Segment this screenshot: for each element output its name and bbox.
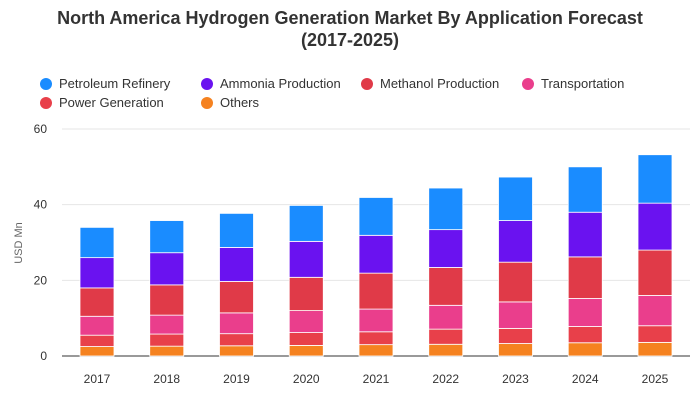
bar-2022-ammonia-production[interactable] bbox=[428, 229, 464, 268]
bar-2024-methanol-production[interactable] bbox=[567, 256, 603, 299]
bar-2024-power-generation[interactable] bbox=[567, 326, 603, 344]
chart-title-line-1: North America Hydrogen Generation Market… bbox=[57, 8, 643, 28]
bar-2020-power-generation[interactable] bbox=[288, 332, 324, 346]
legend-item-ammonia-production[interactable]: Ammonia Production bbox=[201, 76, 341, 91]
bar-2017-methanol-production[interactable] bbox=[79, 287, 115, 317]
bar-2021-others[interactable] bbox=[358, 344, 394, 357]
legend-item-others[interactable]: Others bbox=[201, 95, 259, 110]
y-tick-label-40: 40 bbox=[34, 198, 48, 212]
bar-2018-ammonia-production[interactable] bbox=[149, 252, 185, 286]
legend-swatch-others bbox=[201, 96, 213, 109]
bar-2021-petroleum-refinery[interactable] bbox=[358, 197, 394, 236]
bar-2022-methanol-production[interactable] bbox=[428, 267, 464, 306]
bar-2025-methanol-production[interactable] bbox=[637, 249, 673, 296]
bar-2019-others[interactable] bbox=[219, 345, 254, 357]
x-tick-label-2019: 2019 bbox=[223, 372, 250, 386]
bar-2019-ammonia-production[interactable] bbox=[219, 247, 254, 282]
bar-2022-power-generation[interactable] bbox=[428, 328, 464, 345]
bar-2020-ammonia-production[interactable] bbox=[288, 240, 324, 278]
bar-2023-petroleum-refinery[interactable] bbox=[498, 176, 533, 221]
chart-title: North America Hydrogen Generation Market… bbox=[0, 7, 700, 51]
legend-swatch-transportation bbox=[522, 77, 534, 90]
bar-2021-ammonia-production[interactable] bbox=[358, 234, 394, 274]
bar-2022-transportation[interactable] bbox=[428, 304, 464, 330]
chart-title-line-2: (2017-2025) bbox=[300, 30, 400, 50]
bar-2018-power-generation[interactable] bbox=[149, 333, 185, 347]
bar-2024-transportation[interactable] bbox=[567, 298, 603, 327]
legend: Petroleum Refinery Ammonia Production Meth… bbox=[0, 0, 700, 120]
bar-2023-ammonia-production[interactable] bbox=[498, 220, 533, 263]
bar-2019-power-generation[interactable] bbox=[219, 333, 254, 347]
bar-2017-ammonia-production[interactable] bbox=[79, 257, 115, 289]
bar-2024-petroleum-refinery[interactable] bbox=[567, 166, 603, 213]
bar-2020-transportation[interactable] bbox=[288, 310, 324, 333]
x-tick-label-2024: 2024 bbox=[572, 372, 599, 386]
bar-2018-others[interactable] bbox=[149, 345, 185, 357]
legend-label-petroleum-refinery: Petroleum Refinery bbox=[59, 76, 171, 91]
legend-label-power-generation: Power Generation bbox=[59, 95, 164, 110]
bar-2025-petroleum-refinery[interactable] bbox=[637, 154, 673, 204]
legend-item-transportation[interactable]: Transportation bbox=[522, 76, 624, 91]
y-tick-label-60: 60 bbox=[34, 122, 48, 136]
y-tick-label-0: 0 bbox=[40, 349, 47, 363]
x-tick-label-2020: 2020 bbox=[293, 372, 320, 386]
bar-2025-transportation[interactable] bbox=[637, 295, 673, 327]
legend-swatch-petroleum-refinery bbox=[40, 77, 52, 90]
legend-label-others: Others bbox=[220, 95, 260, 110]
legend-item-methanol-production[interactable]: Methanol Production bbox=[361, 76, 499, 91]
x-tick-label-2017: 2017 bbox=[84, 372, 111, 386]
legend-swatch-power-generation bbox=[40, 96, 52, 109]
bar-2019-methanol-production[interactable] bbox=[219, 281, 254, 314]
x-tick-label-2021: 2021 bbox=[363, 372, 390, 386]
bar-2017-power-generation[interactable] bbox=[79, 334, 115, 347]
bar-2018-petroleum-refinery[interactable] bbox=[149, 220, 185, 254]
x-tick-label-2022: 2022 bbox=[432, 372, 459, 386]
y-tick-label-20: 20 bbox=[34, 273, 48, 287]
bar-2025-power-generation[interactable] bbox=[637, 325, 673, 343]
bar-2021-transportation[interactable] bbox=[358, 308, 394, 333]
x-tick-label-2023: 2023 bbox=[502, 372, 529, 386]
bar-2023-others[interactable] bbox=[498, 343, 533, 357]
bar-2017-others[interactable] bbox=[79, 346, 115, 357]
legend-swatch-methanol-production bbox=[361, 77, 373, 90]
y-axis-title: USD Mn bbox=[13, 222, 25, 264]
legend-label-transportation: Transportation bbox=[541, 76, 625, 91]
bar-2025-others[interactable] bbox=[637, 341, 673, 357]
bar-2022-petroleum-refinery[interactable] bbox=[428, 187, 464, 231]
bar-2020-petroleum-refinery[interactable] bbox=[288, 205, 324, 242]
legend-label-ammonia-production: Ammonia Production bbox=[220, 76, 341, 91]
x-tick-label-2025: 2025 bbox=[642, 372, 669, 386]
bar-2021-methanol-production[interactable] bbox=[358, 272, 394, 310]
bar-2024-ammonia-production[interactable] bbox=[567, 211, 603, 258]
bar-2017-petroleum-refinery[interactable] bbox=[79, 226, 115, 259]
bar-2021-power-generation[interactable] bbox=[358, 331, 394, 346]
legend-item-power-generation[interactable]: Power Generation bbox=[40, 95, 164, 110]
bar-2019-transportation[interactable] bbox=[219, 312, 254, 335]
legend-swatch-ammonia-production bbox=[201, 77, 213, 90]
x-tick-label-2018: 2018 bbox=[153, 372, 180, 386]
bar-2020-others[interactable] bbox=[288, 345, 324, 357]
legend-item-petroleum-refinery[interactable]: Petroleum Refinery bbox=[40, 76, 170, 91]
bar-2023-methanol-production[interactable] bbox=[498, 261, 533, 303]
bar-2017-transportation[interactable] bbox=[79, 315, 115, 336]
legend-label-methanol-production: Methanol Production bbox=[380, 76, 500, 91]
bar-2023-power-generation[interactable] bbox=[498, 327, 533, 344]
bar-2024-others[interactable] bbox=[567, 342, 603, 357]
bar-2022-others[interactable] bbox=[428, 343, 464, 357]
bar-2023-transportation[interactable] bbox=[498, 301, 533, 329]
bar-2020-methanol-production[interactable] bbox=[288, 276, 324, 312]
bar-2018-methanol-production[interactable] bbox=[149, 284, 185, 316]
bar-2025-ammonia-production[interactable] bbox=[637, 202, 673, 251]
bar-2018-transportation[interactable] bbox=[149, 314, 185, 335]
bar-2019-petroleum-refinery[interactable] bbox=[219, 212, 254, 248]
